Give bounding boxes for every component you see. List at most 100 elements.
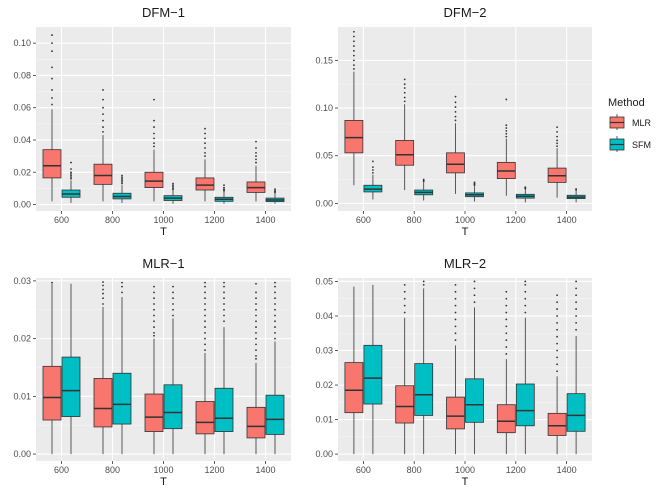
outlier-point	[51, 34, 53, 36]
panel-3-box-sfm-1200	[214, 281, 234, 455]
outlier-point	[454, 297, 457, 300]
panel-3-xtick-label: 1000	[153, 465, 173, 475]
outlier-point	[172, 303, 174, 305]
outlier-point	[556, 142, 558, 145]
panel-3-ytick-label: 0.01	[13, 391, 31, 401]
outlier-point	[204, 147, 206, 149]
outlier-point	[172, 297, 174, 300]
box-iqr	[414, 363, 434, 416]
outlier-point	[102, 126, 104, 128]
outlier-point	[255, 303, 257, 305]
outlier-point	[403, 297, 406, 300]
outlier-point	[255, 355, 257, 357]
outlier-point	[172, 184, 174, 187]
panel-2-ytick-label: 0.05	[315, 151, 333, 161]
outlier-point	[505, 332, 508, 335]
outlier-point	[454, 290, 457, 293]
outlier-point	[556, 349, 558, 352]
outlier-point	[556, 139, 558, 142]
outlier-point	[121, 182, 123, 185]
panel-2-ytick-label: 0.15	[315, 55, 333, 65]
outlier-point	[102, 288, 104, 291]
outlier-point	[575, 328, 577, 331]
outlier-point	[454, 339, 457, 342]
outlier-point	[172, 187, 174, 190]
outlier-point	[255, 320, 257, 323]
outlier-point	[102, 303, 104, 305]
outlier-point	[255, 291, 257, 294]
legend-label-sfm: SFM	[632, 140, 651, 150]
panel-3-box-sfm-1000	[163, 285, 183, 455]
box-iqr	[547, 412, 567, 436]
panel-3-box-sfm-800	[112, 281, 132, 455]
outlier-point	[556, 342, 558, 345]
outlier-point	[51, 77, 53, 80]
outlier-point	[556, 363, 558, 366]
outlier-point	[223, 314, 225, 317]
panel-1-xtick-label: 800	[105, 215, 120, 225]
panel-3-box-mlr-1200	[195, 281, 215, 455]
outlier-point	[524, 304, 527, 307]
panel-2-box-mlr-1400	[547, 126, 567, 198]
outlier-point	[121, 291, 123, 294]
panel-2-box-mlr-1000	[446, 95, 465, 194]
outlier-point	[172, 182, 174, 185]
panel-4-ytick-label: 0.00	[315, 449, 333, 459]
panel-1-ytick-label: 0.10	[13, 38, 31, 48]
panel-2-xlabel: T	[462, 226, 469, 238]
panel-2: 0.00 0.05 0.10 0.15 600 800 1000 1200 1400 T DFM−2	[315, 5, 592, 238]
outlier-point	[422, 280, 425, 283]
outlier-point	[556, 370, 558, 373]
outlier-point	[403, 83, 406, 86]
outlier-point	[403, 78, 406, 81]
outlier-point	[255, 147, 257, 149]
panel-4-xtick-label: 1200	[506, 465, 526, 475]
outlier-point	[524, 186, 527, 189]
outlier-point	[255, 308, 257, 311]
panel-1-box-sfm-1400	[265, 188, 285, 204]
outlier-point	[353, 49, 355, 52]
box-iqr	[344, 120, 364, 154]
box-iqr	[144, 393, 164, 432]
panel-4-box-mlr-1400	[547, 294, 567, 455]
outlier-point	[255, 357, 257, 360]
outlier-point	[403, 304, 406, 307]
panel-4-xtick-label: 1000	[455, 465, 475, 475]
outlier-point	[204, 285, 206, 288]
outlier-point	[255, 155, 257, 158]
outlier-point	[204, 337, 206, 340]
outlier-point	[255, 337, 257, 340]
outlier-point	[172, 308, 174, 311]
outlier-point	[223, 291, 225, 294]
box-iqr	[465, 378, 484, 423]
outlier-point	[505, 353, 508, 355]
panel-3-box-mlr-800	[93, 281, 113, 455]
outlier-point	[372, 166, 374, 169]
outlier-point	[505, 124, 508, 127]
outlier-point	[454, 115, 457, 118]
outlier-point	[454, 311, 457, 314]
outlier-point	[403, 96, 406, 99]
panel-4-box-mlr-600	[344, 286, 364, 455]
panel-2-box-mlr-800	[395, 78, 415, 191]
outlier-point	[274, 188, 276, 191]
outlier-point	[51, 50, 53, 53]
outlier-point	[153, 297, 155, 300]
box-iqr	[144, 171, 164, 188]
outlier-point	[372, 169, 374, 171]
box-iqr	[363, 344, 383, 405]
outlier-point	[353, 30, 355, 33]
outlier-point	[153, 119, 155, 122]
outlier-point	[255, 349, 257, 352]
outlier-point	[274, 297, 276, 300]
outlier-point	[353, 40, 355, 43]
outlier-point	[473, 287, 476, 290]
outlier-point	[505, 127, 508, 129]
box-iqr	[214, 387, 234, 432]
outlier-point	[274, 314, 276, 317]
outlier-point	[70, 172, 72, 175]
panel-4-box-sfm-1000	[465, 280, 484, 455]
panel-3-ytick-label: 0.02	[13, 334, 31, 344]
outlier-point	[51, 42, 53, 45]
outlier-point	[70, 174, 72, 177]
